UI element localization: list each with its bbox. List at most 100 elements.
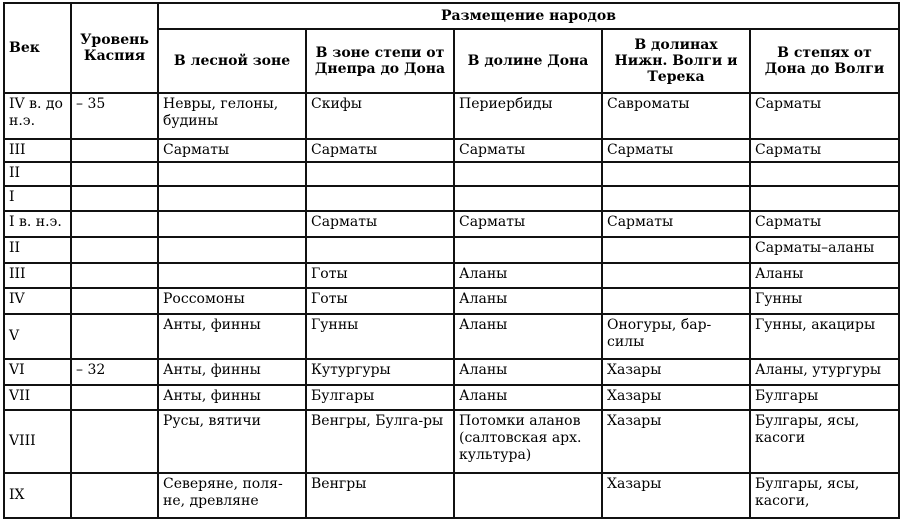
peoples-cell: Сарматы: [749, 138, 900, 163]
peoples-cell: Венгры: [305, 472, 455, 519]
table-row: I в. н.э. Сарматы Сарматы Сарматы Сарматы: [3, 210, 900, 238]
header-zone: В лесной зоне: [157, 28, 307, 94]
peoples-cell: Гунны, акациры: [749, 313, 900, 360]
peoples-cell: Готы: [305, 287, 455, 315]
peoples-cell: Аланы, утургуры: [749, 358, 900, 386]
peoples-cell: Кутургуры: [305, 358, 455, 386]
peoples-cell: Сарматы–аланы: [749, 236, 900, 264]
peoples-cell: Потомки аланов (салтовская арх. культура…: [453, 409, 603, 474]
header-zone: В долинах Нижн. Волги и Терека: [601, 28, 751, 94]
peoples-cell: Периербиды: [453, 92, 603, 140]
table-row: III Готы Аланы Аланы: [3, 262, 900, 289]
table-row: II Сарматы–аланы: [3, 236, 900, 264]
century-cell: I в. н.э.: [3, 210, 72, 238]
century-cell: IX: [3, 472, 72, 519]
caspian-level-cell: [70, 409, 159, 474]
caspian-level-cell: – 32: [70, 358, 159, 386]
table-row: IV Россомоны Готы Аланы Гунны: [3, 287, 900, 315]
peoples-cell: [601, 185, 751, 212]
header-zone: В зоне степи от Днепра до Дона: [305, 28, 455, 94]
caspian-level-cell: – 35: [70, 92, 159, 140]
peoples-cell: Савроматы: [601, 92, 751, 140]
table-row: V Анты, финны Гунны Аланы Оногуры, бар-силы Г…: [3, 313, 900, 360]
peoples-cell: Булгары: [305, 384, 455, 411]
peoples-cell: [453, 236, 603, 264]
peoples-cell: [157, 185, 307, 212]
header-century: Век: [3, 2, 72, 94]
caspian-level-cell: [70, 210, 159, 238]
peoples-cell: Оногуры, бар-силы: [601, 313, 751, 360]
peoples-cell: [157, 236, 307, 264]
peoples-cell: [157, 161, 307, 187]
peoples-cell: [305, 236, 455, 264]
caspian-level-cell: [70, 138, 159, 163]
peoples-cell: Сарматы: [453, 210, 603, 238]
table-row: I: [3, 185, 900, 212]
peoples-cell: Сарматы: [749, 92, 900, 140]
peoples-cell: [601, 236, 751, 264]
peoples-cell: [601, 161, 751, 187]
century-cell: IV: [3, 287, 72, 315]
table-row: VII Анты, финны Булгары Аланы Хазары Булгары: [3, 384, 900, 411]
peoples-cell: Булгары, ясы, касоги: [749, 409, 900, 474]
century-cell: II: [3, 236, 72, 264]
peoples-cell: Аланы: [453, 358, 603, 386]
peoples-cell: [305, 161, 455, 187]
peoples-cell: [601, 287, 751, 315]
peoples-cell: Аланы: [453, 384, 603, 411]
century-cell: II: [3, 161, 72, 187]
century-cell: VII: [3, 384, 72, 411]
peoples-cell: Анты, финны: [157, 313, 307, 360]
peoples-cell: [453, 161, 603, 187]
peoples-cell: [601, 262, 751, 289]
header-placement: Размещение народов: [157, 2, 900, 30]
peoples-cell: Сарматы: [601, 138, 751, 163]
peoples-cell: [157, 262, 307, 289]
peoples-cell: Аланы: [453, 262, 603, 289]
peoples-cell: Гунны: [749, 287, 900, 315]
peoples-cell: Сарматы: [601, 210, 751, 238]
peoples-cell: Хазары: [601, 358, 751, 386]
century-cell: III: [3, 262, 72, 289]
caspian-level-cell: [70, 262, 159, 289]
century-cell: V: [3, 313, 72, 360]
peoples-cell: [305, 185, 455, 212]
peoples-cell: [453, 472, 603, 519]
header-zone: В степях от Дона до Волги: [749, 28, 900, 94]
century-cell: I: [3, 185, 72, 212]
peoples-cell: Анты, финны: [157, 358, 307, 386]
caspian-level-cell: [70, 287, 159, 315]
table-row: VI – 32 Анты, финны Кутургуры Аланы Хазары Ала…: [3, 358, 900, 386]
peoples-cell: Русы, вятичи: [157, 409, 307, 474]
peoples-cell: Готы: [305, 262, 455, 289]
caspian-level-cell: [70, 313, 159, 360]
century-cell: IV в. до н.э.: [3, 92, 72, 140]
peoples-cell: Гунны: [305, 313, 455, 360]
peoples-cell: Северяне, поля-не, древляне: [157, 472, 307, 519]
peoples-cell: Аланы: [453, 287, 603, 315]
caspian-level-cell: [70, 161, 159, 187]
header-caspian-level: Уровень Каспия: [70, 2, 159, 94]
peoples-cell: Россомоны: [157, 287, 307, 315]
peoples-cell: Сарматы: [453, 138, 603, 163]
header-zone: В долине Дона: [453, 28, 603, 94]
peoples-cell: Сарматы: [749, 210, 900, 238]
table-row: IX Северяне, поля-не, древляне Венгры Хазар…: [3, 472, 900, 519]
caspian-level-cell: [70, 185, 159, 212]
peoples-cell: Скифы: [305, 92, 455, 140]
peoples-cell: Сарматы: [157, 138, 307, 163]
peoples-cell: Булгары: [749, 384, 900, 411]
caspian-level-cell: [70, 236, 159, 264]
century-cell: III: [3, 138, 72, 163]
peoples-placement-table: Век Уровень Каспия Размещение народов В …: [3, 2, 900, 519]
peoples-cell: Аланы: [749, 262, 900, 289]
peoples-cell: Хазары: [601, 472, 751, 519]
peoples-cell: [749, 185, 900, 212]
table-row: II: [3, 161, 900, 187]
peoples-cell: Сарматы: [305, 138, 455, 163]
peoples-cell: Хазары: [601, 384, 751, 411]
peoples-cell: Невры, гелоны, будины: [157, 92, 307, 140]
peoples-cell: [157, 210, 307, 238]
peoples-cell: Сарматы: [305, 210, 455, 238]
table-row: III Сарматы Сарматы Сарматы Сарматы Сарматы: [3, 138, 900, 163]
